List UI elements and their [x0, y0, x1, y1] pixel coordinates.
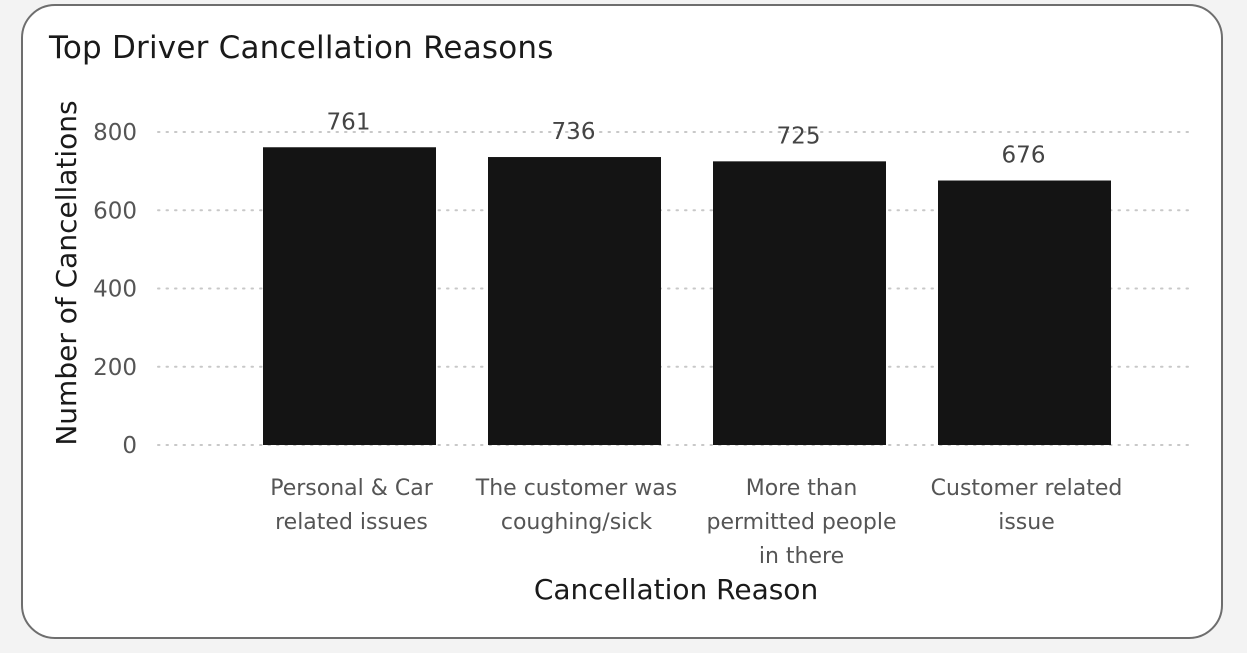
- y-axis-ticks: 0 200 400 600 800: [93, 120, 137, 459]
- x-axis-title: Cancellation Reason: [534, 573, 818, 606]
- x-tick-label: More than permitted people in there: [706, 476, 896, 569]
- data-labels: 761 736 725 676: [327, 109, 1046, 168]
- x-tick-label: The customer was coughing/sick: [475, 476, 677, 535]
- y-tick-label: 600: [93, 198, 137, 224]
- y-axis-title: Number of Cancellations: [50, 100, 83, 445]
- bar: [938, 180, 1111, 445]
- x-tick-label: Personal & Car related issues: [270, 476, 434, 535]
- bar: [713, 161, 886, 445]
- data-label: 761: [327, 109, 371, 135]
- y-tick-label: 800: [93, 120, 137, 146]
- data-label: 736: [552, 119, 596, 145]
- data-label: 676: [1002, 143, 1046, 169]
- x-tick-label: Customer related issue: [931, 476, 1123, 535]
- y-tick-label: 200: [93, 355, 137, 381]
- y-tick-label: 400: [93, 277, 137, 303]
- bar: [263, 147, 436, 446]
- chart-title: Top Driver Cancellation Reasons: [49, 30, 554, 66]
- x-axis-categories: Personal & Car related issues The customer…: [270, 476, 1122, 569]
- gridlines: [157, 131, 1196, 446]
- bar: [488, 157, 661, 446]
- bars: [263, 147, 1111, 446]
- data-label: 725: [777, 123, 821, 149]
- y-tick-label: 0: [122, 433, 137, 459]
